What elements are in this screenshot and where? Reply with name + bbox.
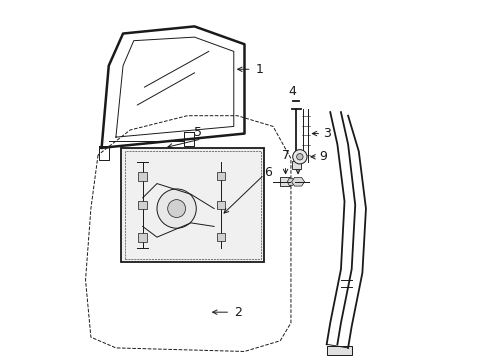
Text: 5: 5 [194,126,202,139]
Bar [291,161,300,169]
Bar [124,152,260,258]
Bar [326,346,351,355]
Text: 2: 2 [233,306,241,319]
Text: 6: 6 [264,166,271,179]
Circle shape [292,150,306,164]
Bar [217,233,225,241]
Bar [280,177,289,186]
Text: 4: 4 [288,85,296,98]
Circle shape [157,189,196,228]
Bar [217,172,225,180]
Text: 9: 9 [319,150,327,163]
Bar [138,172,147,181]
Circle shape [296,154,303,160]
Text: 8: 8 [293,149,302,162]
Bar [217,201,225,209]
Bar [138,201,147,210]
Circle shape [167,200,185,217]
Polygon shape [291,177,304,186]
Bar [138,233,147,242]
Text: 1: 1 [255,63,263,76]
Polygon shape [287,178,294,185]
Text: 3: 3 [323,127,330,140]
Text: 7: 7 [281,149,289,162]
Bar [121,148,264,262]
